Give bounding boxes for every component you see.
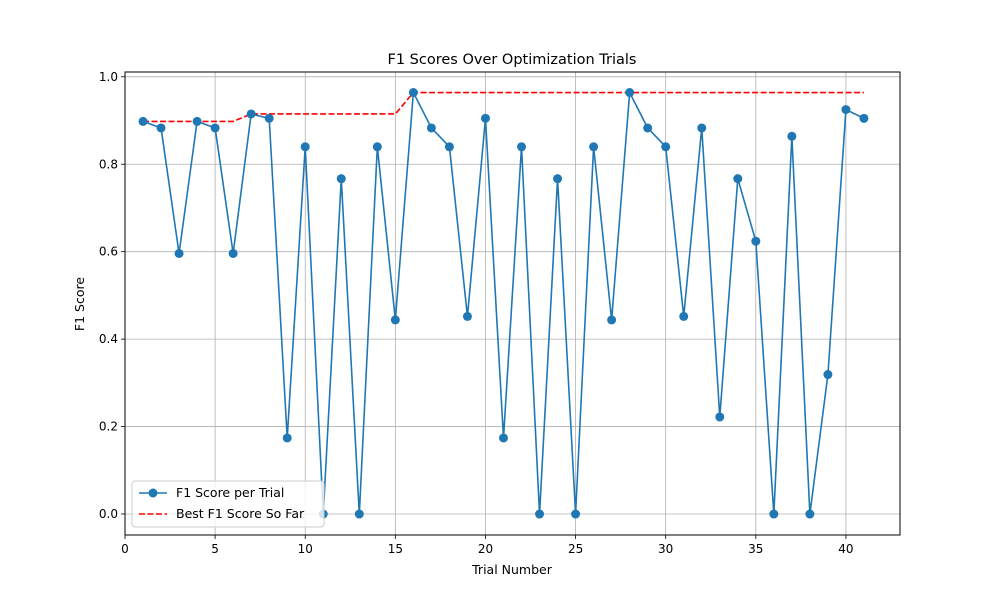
data-point-f1-score [553, 174, 563, 184]
data-point-f1-score [264, 113, 274, 123]
y-tick-label: 0.0 [99, 507, 118, 521]
data-point-f1-score [192, 116, 202, 126]
series-points [138, 88, 869, 519]
series-line-best-f1 [143, 91, 864, 123]
data-point-f1-score [823, 370, 833, 380]
plot-frame [124, 71, 901, 536]
data-point-f1-score [787, 131, 797, 141]
data-point-f1-score [841, 105, 851, 115]
data-point-f1-score [282, 433, 292, 443]
data-point-f1-score [426, 123, 436, 133]
data-point-f1-score [679, 311, 689, 321]
data-point-f1-score [769, 509, 779, 519]
data-point-f1-score [444, 142, 454, 152]
x-tick-label: 20 [478, 542, 493, 556]
data-point-f1-score [535, 509, 545, 519]
legend-label-best-f1: Best F1 Score So Far [176, 506, 305, 521]
x-axis-label: Trial Number [471, 562, 553, 577]
x-tick-label: 40 [838, 542, 853, 556]
legend: F1 Score per Trial Best F1 Score So Far [131, 480, 325, 528]
y-tick-label: 0.2 [99, 420, 118, 434]
data-point-f1-score [751, 236, 761, 246]
data-point-f1-score [462, 311, 472, 321]
data-point-f1-score [372, 142, 382, 152]
data-point-f1-score [336, 174, 346, 184]
data-point-f1-score [589, 142, 599, 152]
y-tick-label: 1.0 [99, 70, 118, 84]
y-tick-label: 0.6 [99, 245, 118, 259]
x-tick-label: 30 [658, 542, 673, 556]
data-point-f1-score [607, 315, 617, 325]
data-point-f1-score [246, 109, 256, 119]
legend-label-f1-score: F1 Score per Trial [176, 485, 284, 500]
grid-lines [124, 72, 900, 535]
data-point-f1-score [408, 88, 418, 98]
data-point-f1-score [300, 142, 310, 152]
data-point-f1-score [571, 509, 581, 519]
data-point-f1-score [661, 142, 671, 152]
y-axis-ticks: 0.0 0.2 0.4 0.6 0.8 1.0 [99, 70, 125, 521]
data-point-f1-score [228, 248, 238, 258]
data-point-f1-score [733, 174, 743, 184]
x-tick-label: 35 [748, 542, 763, 556]
x-tick-label: 25 [568, 542, 583, 556]
x-tick-label: 0 [121, 542, 129, 556]
x-tick-label: 15 [388, 542, 403, 556]
data-point-f1-score [210, 123, 220, 133]
data-point-f1-score [480, 113, 490, 123]
y-tick-label: 0.4 [99, 332, 118, 346]
y-tick-label: 0.8 [99, 157, 118, 171]
data-point-f1-score [390, 315, 400, 325]
data-point-f1-score [643, 123, 653, 133]
data-point-f1-score [498, 433, 508, 443]
data-point-f1-score [715, 412, 725, 422]
x-tick-label: 5 [211, 542, 219, 556]
data-point-f1-score [805, 509, 815, 519]
data-point-f1-score [517, 142, 527, 152]
x-tick-label: 10 [298, 542, 313, 556]
data-point-f1-score [156, 123, 166, 133]
data-point-f1-score [859, 113, 869, 123]
data-point-f1-score [174, 248, 184, 258]
data-point-f1-score [354, 509, 364, 519]
y-axis-label: F1 Score [72, 277, 87, 331]
x-axis-ticks: 0 5 10 15 20 25 30 35 40 [121, 535, 854, 556]
legend-marker-f1-score [148, 488, 158, 498]
data-point-f1-score [625, 88, 635, 98]
legend-box [131, 480, 325, 528]
data-point-f1-score [697, 123, 707, 133]
chart-title: F1 Scores Over Optimization Trials [388, 52, 637, 68]
data-point-f1-score [138, 116, 148, 126]
